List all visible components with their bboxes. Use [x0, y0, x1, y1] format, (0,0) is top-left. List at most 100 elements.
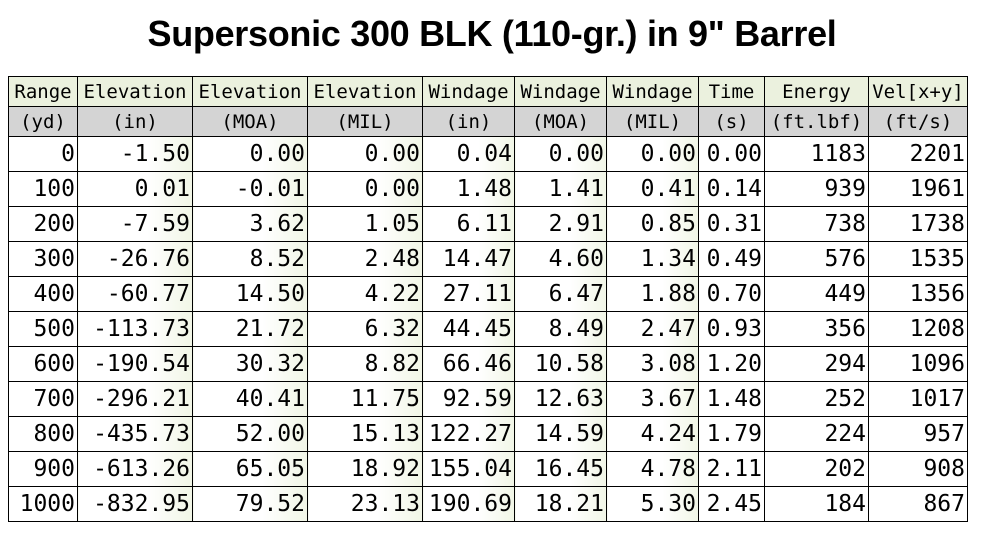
table-cell: -296.21 — [77, 381, 193, 417]
table-cell: 5.30 — [606, 486, 699, 522]
table-cell: 200 — [8, 206, 78, 242]
table-cell: 1961 — [868, 171, 968, 207]
page-title: Supersonic 300 BLK (110-gr.) in 9" Barre… — [147, 13, 837, 54]
table-cell: -113.73 — [77, 311, 193, 347]
table-cell: 1356 — [868, 276, 968, 312]
table-row: 200 -7.59 3.62 1.05 6.11 2.91 0.85 0.31 738 1738 — [8, 206, 968, 242]
table-cell: 500 — [8, 311, 78, 347]
table-cell: 1.48 — [422, 171, 515, 207]
table-cell: 1.34 — [606, 241, 699, 277]
table-cell: 1.79 — [698, 416, 765, 452]
table-cell: 900 — [8, 451, 78, 487]
table-cell: -435.73 — [77, 416, 193, 452]
table-cell: 356 — [764, 311, 869, 347]
table-cell: 2.45 — [698, 486, 765, 522]
table-cell: 8.52 — [192, 241, 308, 277]
table-row: 600 -190.54 30.32 8.82 66.46 10.58 3.08 1.20 294… — [8, 346, 968, 382]
table-cell: 294 — [764, 346, 869, 382]
table-cell: 15.13 — [307, 416, 423, 452]
table-cell: 1000 — [8, 486, 78, 522]
table-row: 800 -435.73 52.00 15.13 122.27 14.59 4.24 1.79 2… — [8, 416, 968, 452]
ballistics-table: Range Elevation Elevation Elevation Wind… — [8, 76, 968, 522]
column-header: Elevation — [192, 76, 308, 107]
table-cell: 1535 — [868, 241, 968, 277]
table-cell: 449 — [764, 276, 869, 312]
table-cell: 700 — [8, 381, 78, 417]
table-cell: 100 — [8, 171, 78, 207]
table-cell: 52.00 — [192, 416, 308, 452]
table-cell: -613.26 — [77, 451, 193, 487]
table-cell: 3.08 — [606, 346, 699, 382]
column-unit: (ft/s) — [868, 106, 968, 137]
table-cell: 202 — [764, 451, 869, 487]
table-cell: 576 — [764, 241, 869, 277]
header-row: Range Elevation Elevation Elevation Wind… — [8, 76, 968, 107]
table-cell: 0.01 — [77, 171, 193, 207]
table-cell: 40.41 — [192, 381, 308, 417]
table-cell: 3.67 — [606, 381, 699, 417]
table-cell: 2201 — [868, 136, 968, 172]
column-header: Windage — [514, 76, 607, 107]
table-cell: 8.82 — [307, 346, 423, 382]
table-cell: -7.59 — [77, 206, 193, 242]
column-unit: (in) — [77, 106, 193, 137]
table-cell: 0.00 — [307, 171, 423, 207]
table-cell: 252 — [764, 381, 869, 417]
table-cell: 0.00 — [192, 136, 308, 172]
column-unit: (ft.lbf) — [764, 106, 869, 137]
table-cell: 14.47 — [422, 241, 515, 277]
table-cell: 2.47 — [606, 311, 699, 347]
table-cell: -832.95 — [77, 486, 193, 522]
table-cell: 18.92 — [307, 451, 423, 487]
table-cell: 1017 — [868, 381, 968, 417]
column-header: Range — [8, 76, 78, 107]
table-cell: -0.01 — [192, 171, 308, 207]
column-header: Windage — [422, 76, 515, 107]
table-cell: -190.54 — [77, 346, 193, 382]
table-cell: 224 — [764, 416, 869, 452]
column-unit: (in) — [422, 106, 515, 137]
table-cell: 800 — [8, 416, 78, 452]
table-cell: 23.13 — [307, 486, 423, 522]
table-cell: 867 — [868, 486, 968, 522]
table-cell: 0.00 — [307, 136, 423, 172]
table-cell: 0.14 — [698, 171, 765, 207]
table-cell: 1183 — [764, 136, 869, 172]
table-cell: 4.22 — [307, 276, 423, 312]
table-cell: 3.62 — [192, 206, 308, 242]
table-cell: 0.93 — [698, 311, 765, 347]
table-body: 0 -1.50 0.00 0.00 0.04 0.00 0.00 0.00 1183 2201 10… — [8, 136, 968, 522]
table-cell: 0 — [8, 136, 78, 172]
table-cell: 1.48 — [698, 381, 765, 417]
table-cell: 65.05 — [192, 451, 308, 487]
table-cell: 400 — [8, 276, 78, 312]
column-unit: (MOA) — [514, 106, 607, 137]
table-cell: 30.32 — [192, 346, 308, 382]
table-cell: 21.72 — [192, 311, 308, 347]
table-cell: 6.11 — [422, 206, 515, 242]
table-cell: 92.59 — [422, 381, 515, 417]
table-row: 0 -1.50 0.00 0.00 0.04 0.00 0.00 0.00 1183 2201 — [8, 136, 968, 172]
table-cell: 600 — [8, 346, 78, 382]
column-unit: (MOA) — [192, 106, 308, 137]
table-cell: 0.00 — [698, 136, 765, 172]
table-cell: 1096 — [868, 346, 968, 382]
table-cell: 300 — [8, 241, 78, 277]
column-header: Elevation — [77, 76, 193, 107]
table-cell: 0.00 — [514, 136, 607, 172]
column-unit: (MIL) — [606, 106, 699, 137]
table-cell: 2.11 — [698, 451, 765, 487]
table-cell: 8.49 — [514, 311, 607, 347]
table-cell: 0.41 — [606, 171, 699, 207]
column-header: Energy — [764, 76, 869, 107]
column-unit: (yd) — [8, 106, 78, 137]
table-cell: 2.91 — [514, 206, 607, 242]
table-cell: -26.76 — [77, 241, 193, 277]
table-cell: 12.63 — [514, 381, 607, 417]
table-cell: 0.49 — [698, 241, 765, 277]
table-cell: 14.59 — [514, 416, 607, 452]
table-cell: 6.47 — [514, 276, 607, 312]
table-cell: 190.69 — [422, 486, 515, 522]
units-row: (yd) (in) (MOA) (MIL) (in) (MOA) (MIL) (… — [8, 106, 968, 137]
column-header: Time — [698, 76, 765, 107]
